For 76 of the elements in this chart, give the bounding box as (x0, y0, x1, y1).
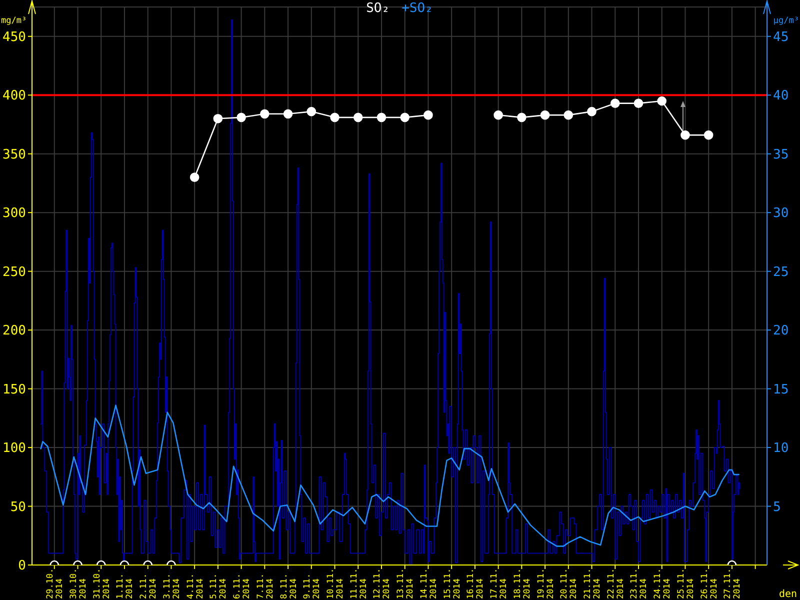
y-tick-label: 450 (2, 30, 26, 45)
point (657, 96, 667, 106)
x-tick-label: 23.11. 2014 (630, 568, 650, 599)
y2-tick-label: 40 (773, 88, 789, 104)
x-tick-label: 26.11. 2014 (700, 568, 720, 599)
y-tick-label: 400 (2, 88, 26, 104)
x-tick-label: 20.11. 2014 (560, 568, 580, 599)
y2-tick-label: 30 (773, 206, 789, 222)
point (680, 130, 690, 140)
x-tick-label: 3.11. 2014 (162, 573, 182, 599)
x-tick-label: 21.11. 2014 (583, 568, 603, 599)
x-tick-label: 14.11. 2014 (419, 568, 439, 599)
x-tick-label: 1.11. 2014 (116, 573, 136, 599)
x-tick-label: 19.11. 2014 (536, 568, 556, 599)
point (494, 110, 503, 120)
x-tick-label: 13.11. 2014 (396, 568, 416, 599)
x-axis-title: den (778, 589, 798, 600)
x-tick-label: 10.11. 2014 (326, 568, 346, 599)
point (330, 112, 340, 122)
x-tick-label: 24.11. 2014 (653, 568, 673, 599)
x-tick-label: 17.11. 2014 (490, 568, 510, 599)
point (540, 110, 550, 120)
point (353, 112, 363, 122)
point (283, 109, 293, 119)
point (634, 98, 644, 108)
point (260, 109, 270, 119)
y-tick-label: 350 (2, 147, 26, 162)
y2-tick-label: 35 (773, 147, 789, 162)
point (610, 98, 620, 108)
x-tick-label: 11.11. 2014 (349, 568, 369, 599)
point (306, 106, 316, 116)
text: SO₂ (366, 1, 390, 16)
line-series (40, 404, 740, 547)
y-tick-label: 250 (2, 264, 26, 280)
y2-tick-label: 15 (773, 382, 789, 398)
point (213, 114, 223, 124)
point (424, 110, 433, 120)
x-tick-label: 8.11. 2014 (279, 573, 299, 599)
x-tick-label: 30.10. 2014 (69, 568, 89, 599)
point (587, 106, 596, 116)
y2-axis-title: μg/m³ (773, 16, 799, 26)
y2-tick-label: 45 (773, 30, 789, 45)
point (400, 112, 410, 122)
x-tick-label: 31.10. 2014 (92, 568, 112, 599)
x-tick-label: 29.10. 2014 (46, 568, 66, 599)
text: +SO₂ (402, 1, 433, 16)
point (190, 172, 200, 182)
x-tick-label: 15.11. 2014 (442, 568, 462, 599)
y2-tick-label: 20 (773, 324, 789, 339)
y-tick-label: 0 (18, 558, 26, 574)
y-axis-title: mg/m³ (1, 16, 27, 26)
x-tick-label: 7.11. 2014 (256, 573, 276, 599)
point (236, 112, 246, 122)
y-tick-label: 150 (2, 382, 26, 398)
y-tick-label: 100 (2, 441, 26, 456)
x-tick-label: 9.11. 2014 (302, 573, 322, 599)
y2-tick-label: 25 (773, 264, 789, 280)
y-tick-label: 50 (10, 500, 26, 515)
y-tick-label: 200 (2, 324, 26, 339)
x-tick-label: 4.11. 2014 (186, 573, 206, 599)
x-tick-label: 12.11. 2014 (372, 568, 392, 599)
point (517, 112, 526, 122)
x-tick-label: 22.11. 2014 (606, 568, 626, 599)
x-tick-label: 25.11. 2014 (676, 568, 696, 599)
point (564, 110, 574, 120)
y2-tick-label: 10 (773, 441, 789, 456)
x-tick-label: 27.11. 2014 (723, 568, 743, 599)
y2-tick-label: 5 (773, 500, 781, 515)
x-tick-label: 5.11. 2014 (209, 573, 229, 599)
point (704, 130, 714, 140)
y-tick-label: 300 (2, 206, 26, 222)
x-tick-label: 18.11. 2014 (512, 568, 532, 599)
x-tick-label: 2.11. 2014 (139, 573, 159, 599)
x-tick-label: 16.11. 2014 (466, 568, 486, 599)
x-tick-label: 6.11. 2014 (232, 573, 252, 599)
point (376, 112, 386, 122)
